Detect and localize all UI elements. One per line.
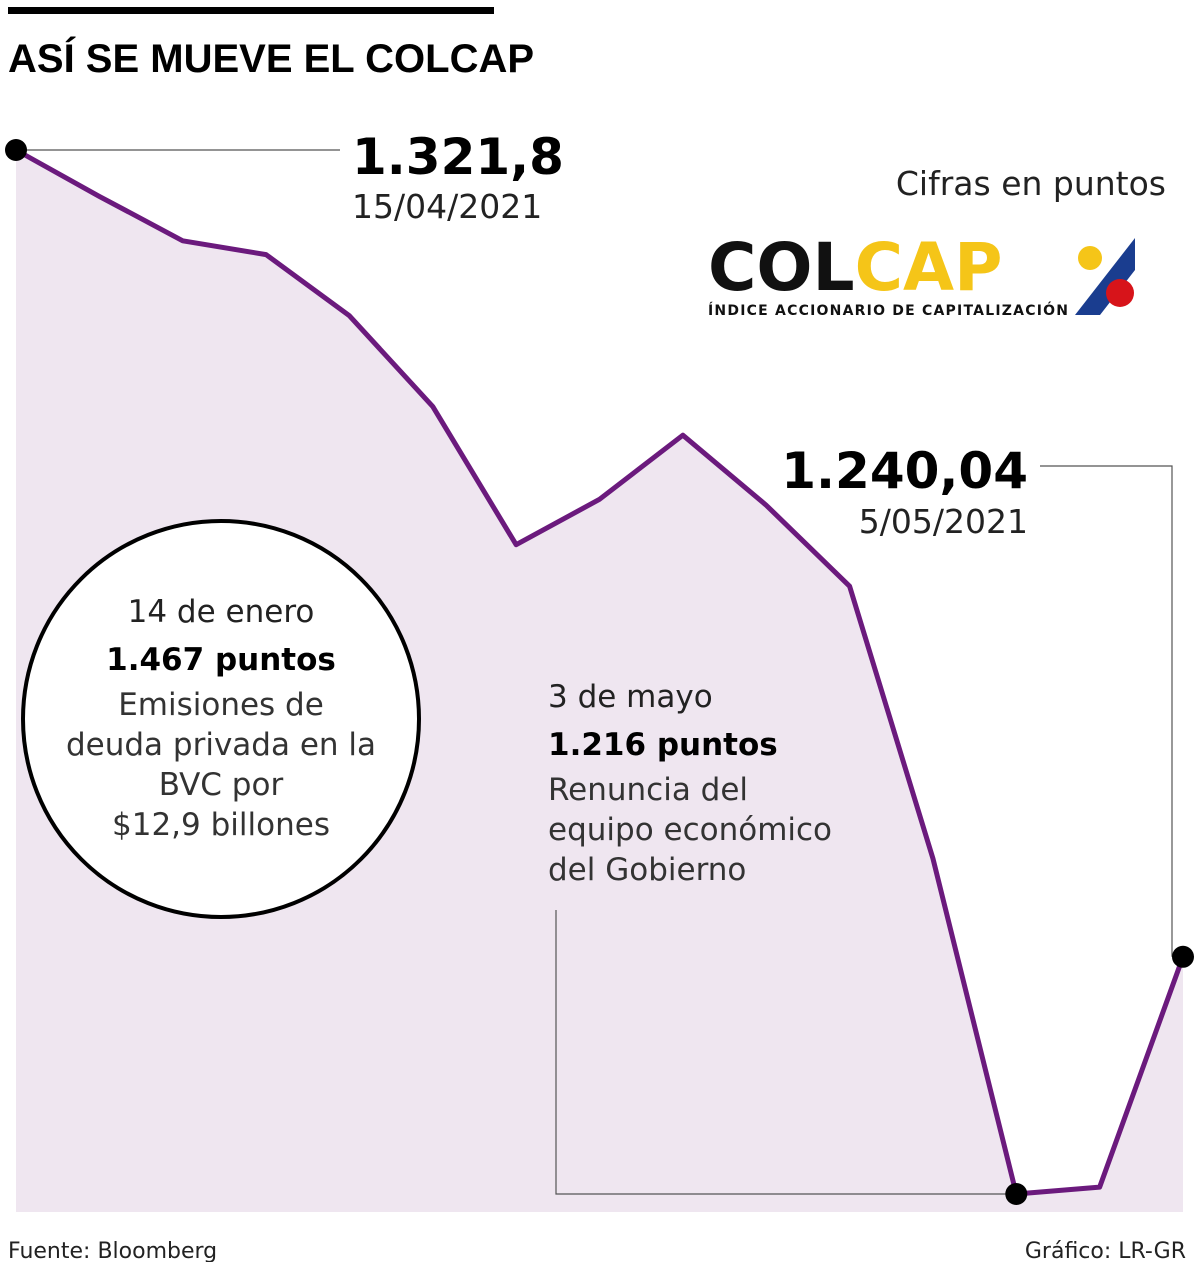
date-label: 15/04/2021 [352,187,542,226]
logo-dot [1106,279,1134,307]
logo-part: COLCAP [708,229,1003,306]
annotation-value: 1.467 puntos [106,642,336,678]
logo-dot [1078,246,1102,270]
annotation-text: del Gobierno [548,852,746,888]
area [16,150,1183,1212]
chart-title: ASÍ SE MUEVE EL COLCAP [8,36,534,81]
leader-line [555,910,1017,1195]
point [5,139,27,161]
value-label: 1.321,8 [352,128,564,186]
annotation-date: 14 de enero [128,594,315,630]
source: Fuente: Bloomberg [8,1239,217,1262]
subtitle: Cifras en puntos [896,164,1166,203]
title-bar [8,7,494,14]
point [1172,945,1194,968]
logo-tagline: ÍNDICE ACCIONARIO DE CAPITALIZACIÓN [708,301,1068,319]
annotation-value: 1.216 puntos [548,727,778,763]
line [14,147,1186,1197]
annotation-text: $12,9 billones [112,807,330,843]
annotation-date: 3 de mayo [548,679,713,715]
annotation-text: equipo económico [548,812,832,848]
logo-cap: CAP [855,229,1003,306]
leader-line [1040,465,1173,957]
annotation-text: deuda privada en la [66,727,376,763]
annotation-text: Renuncia del [548,772,748,808]
annotation-text: Emisiones de [118,687,324,723]
logo-shape [1075,238,1135,315]
value-label: 1.240,04 [781,442,1028,500]
logo-col: COL [708,229,855,306]
logo: COLCAP ÍNDICE ACCIONARIO DE CAPITALIZACI… [708,229,1135,319]
point [1005,1183,1028,1205]
date-label: 5/05/2021 [859,502,1028,541]
annotation-text: BVC por [159,767,284,803]
credit: Gráfico: LR-GR [1025,1239,1186,1262]
annotation-circle [21,519,421,919]
